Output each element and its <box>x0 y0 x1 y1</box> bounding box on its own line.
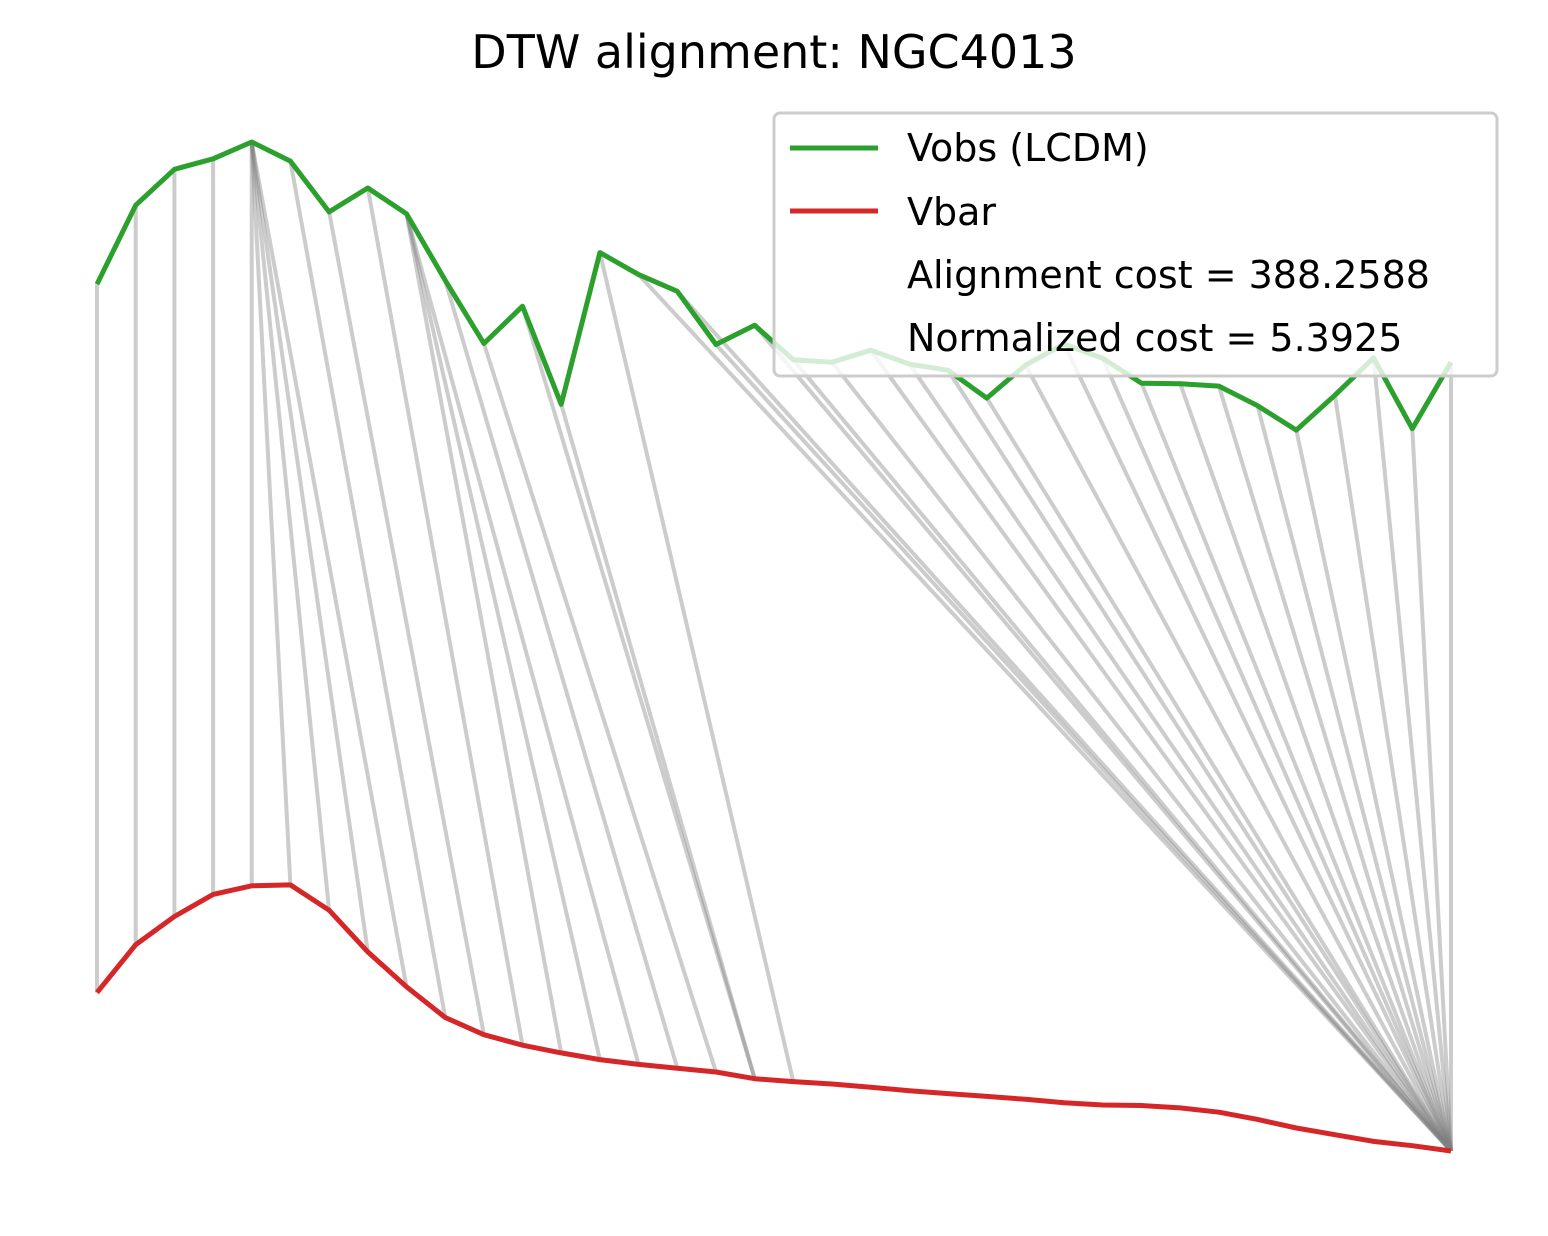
alignment-line <box>404 213 564 1054</box>
alignment-line <box>481 342 718 1073</box>
alignment-line <box>637 273 1453 1153</box>
alignment-line <box>520 305 757 1080</box>
legend-note-normalized-cost: Normalized cost = 5.3925 <box>907 316 1402 360</box>
alignment-lines <box>95 141 1453 1153</box>
alignment-line <box>249 141 293 886</box>
legend-frame <box>772 111 1499 378</box>
alignment-line <box>1139 382 1453 1152</box>
alignment-line <box>1216 385 1453 1152</box>
legend-note-alignment-cost: Alignment cost = 388.2588 <box>907 253 1430 297</box>
alignment-line <box>249 141 332 911</box>
alignment-line <box>249 141 409 988</box>
legend-label-vbar: Vbar <box>907 190 996 234</box>
alignment-line <box>1178 383 1453 1152</box>
alignment-line <box>288 160 448 1018</box>
alignment-line <box>985 397 1453 1153</box>
chart-title: DTW alignment: NGC4013 <box>471 25 1076 79</box>
alignment-line <box>675 289 1453 1153</box>
alignment-line <box>249 141 370 953</box>
alignment-line <box>404 213 602 1061</box>
legend-label-vobs: Vobs (LCDM) <box>907 126 1149 170</box>
alignment-line <box>1023 364 1453 1152</box>
alignment-line <box>869 349 1453 1153</box>
alignment-line <box>907 362 1453 1153</box>
alignment-line <box>830 360 1453 1153</box>
alignment-line <box>1371 357 1453 1152</box>
alignment-line <box>791 358 1453 1153</box>
alignment-line <box>365 187 525 1046</box>
alignment-line <box>404 213 641 1065</box>
alignment-line <box>597 252 796 1083</box>
alignment-line <box>753 324 1453 1153</box>
alignment-line <box>1294 429 1453 1152</box>
alignment-line <box>559 403 757 1080</box>
alignment-line <box>443 279 680 1069</box>
alignment-line <box>714 343 1453 1153</box>
alignment-line <box>1062 343 1453 1152</box>
alignment-line <box>1332 394 1453 1152</box>
alignment-line <box>1410 428 1453 1152</box>
legend: Vobs (LCDM) Vbar Alignment cost = 388.25… <box>772 111 1499 378</box>
alignment-line <box>1255 405 1453 1152</box>
alignment-line <box>946 369 1453 1153</box>
series-line-vbar <box>95 882 1452 1154</box>
alignment-line <box>327 211 486 1036</box>
alignment-line <box>1100 357 1453 1152</box>
